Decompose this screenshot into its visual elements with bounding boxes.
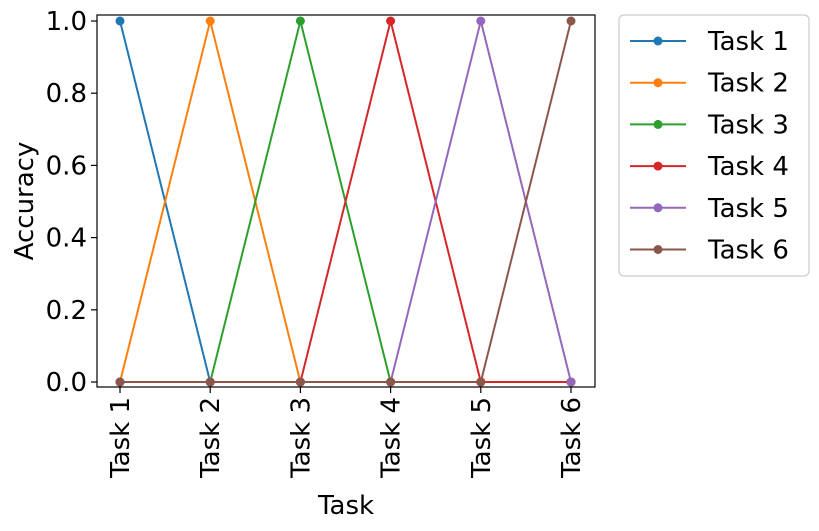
x-tick-label: Task 2 (196, 397, 226, 479)
data-point (295, 377, 305, 387)
data-point (205, 377, 215, 387)
data-point (386, 16, 396, 26)
x-axis: Task 1 Task 2 Task 3 Task 4 Task 5 Task 6 (106, 387, 587, 479)
data-point (566, 377, 576, 387)
series-line (120, 20, 571, 383)
legend-label: Task 3 (707, 110, 789, 140)
legend-box (618, 14, 810, 277)
x-axis-title: Task (317, 491, 374, 521)
plot-area (115, 16, 576, 387)
legend-label: Task 5 (707, 194, 789, 224)
legend-label: Task 1 (707, 27, 789, 57)
x-tick-label: Task 6 (557, 397, 587, 479)
legend-marker (653, 203, 663, 213)
x-tick-label: Task 1 (106, 397, 136, 479)
data-point (476, 377, 486, 387)
legend-label: Task 4 (707, 152, 789, 182)
legend-marker (653, 78, 663, 88)
data-point (115, 16, 125, 26)
legend-marker (653, 36, 663, 46)
legend-label: Task 6 (707, 236, 789, 266)
legend-marker (653, 119, 663, 129)
y-axis: 0.0 0.2 0.4 0.6 0.8 1.0 (46, 7, 97, 398)
legend-label: Task 2 (707, 69, 789, 99)
y-tick-label: 0.2 (46, 296, 87, 326)
y-axis-title: Accuracy (10, 142, 40, 261)
y-tick-label: 0.0 (46, 368, 87, 398)
data-point (295, 16, 305, 26)
x-tick-label: Task 3 (286, 397, 316, 479)
data-point (115, 377, 125, 387)
y-tick-label: 0.4 (46, 224, 87, 254)
data-point (476, 16, 486, 26)
legend-marker (653, 245, 663, 254)
axes-frame (96, 14, 596, 388)
series-line (120, 20, 572, 383)
x-tick-label: Task 4 (377, 397, 407, 479)
y-tick-label: 0.6 (46, 151, 87, 181)
legend: Task 1 Task 2 Task 3 Task 4 Task 5 Task 6 (618, 14, 810, 277)
data-point (386, 377, 396, 387)
y-tick-label: 0.8 (46, 79, 87, 109)
y-tick-label: 1.0 (46, 7, 87, 37)
data-point (566, 16, 576, 26)
legend-marker (653, 161, 663, 171)
data-point (205, 16, 215, 26)
x-tick-label: Task 5 (467, 397, 497, 479)
